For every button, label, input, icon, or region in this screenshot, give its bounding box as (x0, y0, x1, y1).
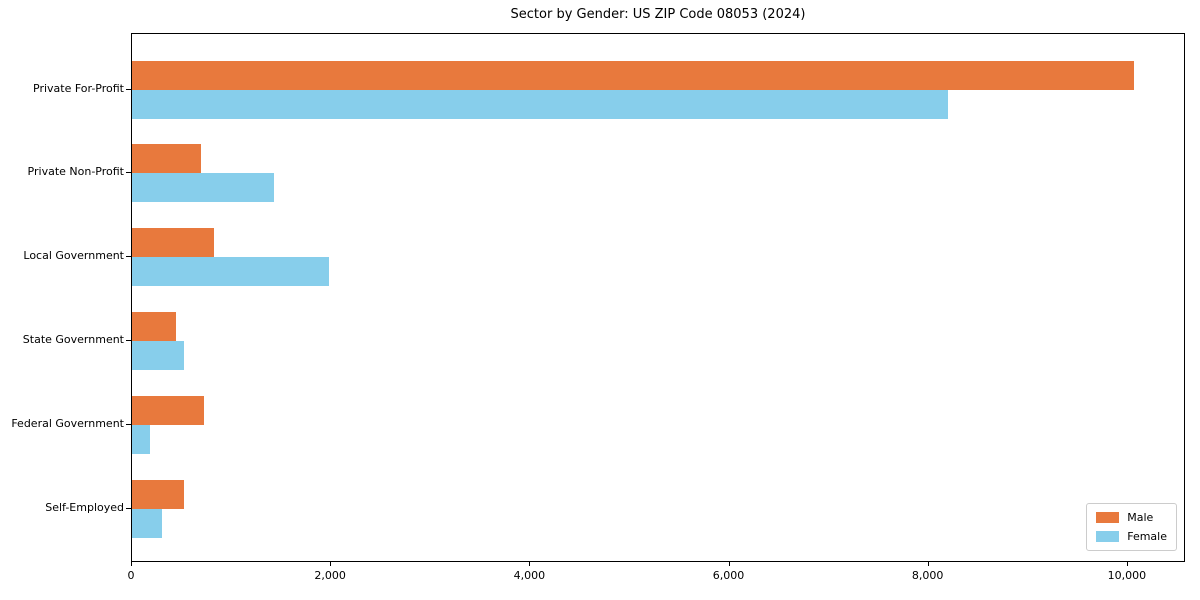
x-tick-label-3: 6,000 (712, 569, 745, 582)
legend: Male Female (1086, 503, 1177, 551)
x-tick-mark-5 (1126, 562, 1128, 566)
bar-female-1 (132, 173, 275, 203)
y-tick-label-2: Local Government (23, 249, 124, 263)
legend-entry-male: Male (1096, 511, 1167, 524)
y-tick-label-0: Private For-Profit (33, 81, 124, 95)
bar-female-2 (132, 257, 329, 287)
y-tick-mark-2 (126, 256, 131, 258)
x-tick-label-1: 2,000 (314, 569, 346, 582)
plot-area: Male Female (131, 33, 1185, 562)
x-tick-label-5: 10,000 (1107, 569, 1147, 582)
y-tick-label-4: Federal Government (11, 416, 124, 430)
bar-male-3 (132, 312, 176, 342)
x-tick-mark-2 (529, 562, 531, 566)
y-tick-mark-4 (126, 423, 131, 425)
bar-male-5 (132, 479, 184, 509)
x-tick-label-2: 4,000 (513, 569, 546, 582)
y-tick-mark-5 (126, 507, 131, 509)
y-tick-label-3: State Government (22, 333, 124, 347)
bar-male-0 (132, 60, 1134, 90)
y-tick-mark-3 (126, 340, 131, 342)
bar-female-0 (132, 89, 949, 119)
y-tick-mark-1 (126, 172, 131, 174)
x-tick-label-4: 8,000 (911, 569, 944, 582)
x-tick-mark-4 (927, 562, 929, 566)
x-tick-mark-3 (728, 562, 730, 566)
female-swatch-icon (1096, 531, 1120, 542)
bar-female-4 (132, 424, 150, 454)
x-tick-mark-1 (330, 562, 332, 566)
bar-male-1 (132, 144, 201, 174)
y-tick-mark-0 (126, 88, 131, 90)
bar-female-3 (132, 341, 184, 371)
bar-male-2 (132, 228, 214, 258)
chart-title: Sector by Gender: US ZIP Code 08053 (202… (510, 7, 806, 22)
legend-entry-female: Female (1096, 530, 1167, 543)
male-swatch-icon (1096, 512, 1120, 523)
y-tick-label-1: Private Non-Profit (27, 165, 124, 179)
x-tick-label-0: 0 (127, 569, 135, 582)
legend-label-female: Female (1127, 530, 1167, 543)
legend-label-male: Male (1127, 511, 1154, 524)
bar-female-5 (132, 508, 162, 538)
y-tick-label-5: Self-Employed (45, 500, 124, 514)
bar-male-4 (132, 395, 204, 425)
x-tick-mark-0 (131, 562, 132, 566)
